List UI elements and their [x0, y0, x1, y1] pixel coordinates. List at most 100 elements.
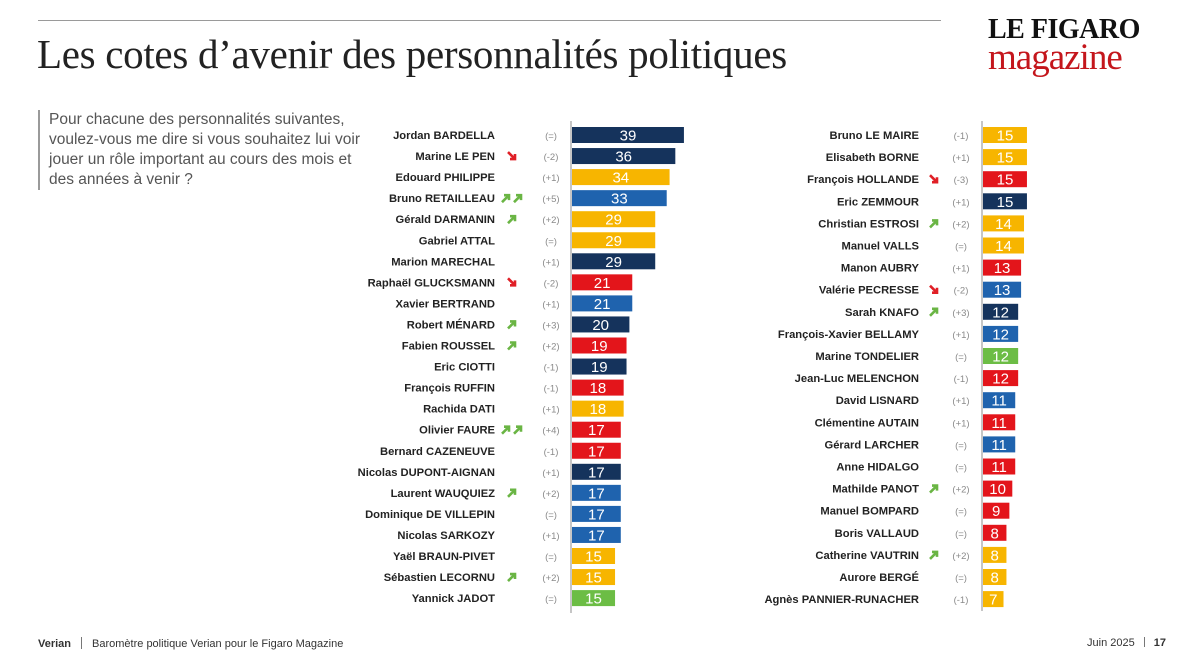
person-name-label: David LISNARD	[836, 395, 919, 407]
person-name-label: Christian ESTROSI	[818, 218, 919, 230]
bar-value-label: 12	[992, 349, 1009, 366]
bar-value-label: 14	[995, 216, 1012, 233]
bar-value-label: 29	[605, 233, 622, 250]
bar	[572, 274, 633, 291]
person-name-label: Anne HIDALGO	[836, 462, 919, 474]
footer-source: Baromètre politique Verian pour le Figar…	[92, 638, 344, 650]
change-label: (+3)	[542, 320, 559, 331]
bar	[572, 548, 616, 564]
person-name-label: Bruno LE MAIRE	[830, 130, 920, 142]
bar	[572, 169, 670, 186]
survey-question: Pour chacune des personnalités suivantes…	[38, 110, 369, 190]
bar	[572, 358, 627, 375]
bar-value-label: 18	[589, 380, 606, 397]
bar-value-label: 15	[585, 570, 602, 587]
person-name-label: Boris VALLAUD	[835, 528, 919, 540]
change-label: (-2)	[954, 286, 969, 297]
person-name-label: Bernard CAZENEUVE	[380, 446, 496, 458]
bar	[983, 524, 1007, 541]
person-name-label: Aurore BERGÉ	[839, 571, 919, 584]
change-label: (+1)	[952, 330, 969, 341]
person-name-label: Marine TONDELIER	[815, 351, 919, 363]
person-name-label: Bruno RETAILLEAU	[389, 193, 495, 205]
person-name-label: Manon AUBRY	[841, 263, 920, 275]
bar-value-label: 19	[591, 359, 608, 376]
change-label: (+2)	[542, 489, 559, 500]
bar	[983, 569, 1007, 585]
person-name-label: Edouard PHILIPPE	[396, 172, 496, 184]
bar	[983, 414, 1016, 431]
bar	[572, 400, 624, 417]
logo-magazine: magazine	[988, 37, 1123, 78]
bar	[572, 421, 621, 438]
change-label: (+2)	[542, 573, 559, 584]
change-label: (-1)	[544, 363, 559, 374]
bar-value-label: 29	[605, 254, 622, 271]
bar	[983, 303, 1019, 320]
trend-up-icon	[507, 488, 517, 498]
bar	[983, 458, 1016, 475]
bar-value-label: 14	[995, 238, 1012, 255]
person-name-label: Manuel BOMPARD	[820, 506, 919, 518]
footer-separator	[1143, 637, 1145, 647]
person-name-label: Robert MÉNARD	[407, 318, 495, 331]
bar	[572, 484, 621, 501]
bar	[572, 190, 667, 207]
trend-down-icon	[929, 174, 939, 184]
bar-value-label: 9	[992, 503, 1000, 520]
change-label: (-1)	[954, 374, 969, 385]
bar-value-label: 11	[991, 459, 1007, 476]
change-label: (-1)	[544, 384, 559, 395]
bar-value-label: 11	[991, 415, 1007, 432]
trend-up-icon	[929, 307, 939, 317]
bar-value-label: 20	[592, 317, 609, 334]
change-label: (+2)	[542, 215, 559, 226]
change-label: (+1)	[542, 299, 559, 310]
person-name-label: Olivier FAURE	[419, 425, 495, 437]
bar	[572, 526, 621, 543]
change-label: (+1)	[542, 173, 559, 184]
change-label: (=)	[955, 352, 967, 363]
bar	[983, 215, 1025, 232]
change-label: (+1)	[542, 531, 559, 542]
bar-value-label: 15	[997, 172, 1014, 189]
change-label: (+3)	[952, 308, 969, 319]
person-name-label: Gabriel ATTAL	[419, 235, 495, 247]
person-name-label: Nicolas SARKOZY	[397, 530, 495, 542]
person-name-label: Marine LE PEN	[415, 151, 495, 163]
bar-value-label: 19	[591, 338, 608, 355]
bar-value-label: 17	[588, 443, 605, 460]
bar-value-label: 39	[620, 128, 637, 145]
trend-up-icon	[507, 214, 517, 225]
trend-up-icon	[929, 219, 939, 229]
bar-value-label: 15	[997, 128, 1014, 145]
change-label: (=)	[545, 131, 557, 142]
change-label: (+1)	[542, 257, 559, 268]
change-label: (+1)	[542, 468, 559, 479]
le-figaro-magazine-logo: LE FIGARO magazine	[988, 14, 1168, 78]
bar-value-label: 8	[991, 547, 999, 564]
bar	[983, 436, 1016, 453]
bar	[572, 505, 621, 522]
person-name-label: Nicolas DUPONT-AIGNAN	[358, 467, 495, 479]
bar-value-label: 17	[588, 422, 605, 439]
page-title: Les cotes d’avenir des personnalités pol…	[37, 31, 787, 77]
change-label: (+4)	[542, 426, 559, 437]
bar-value-label: 10	[989, 481, 1006, 498]
change-label: (-1)	[954, 595, 969, 606]
change-label: (+1)	[952, 153, 969, 164]
person-name-label: François HOLLANDE	[807, 174, 919, 186]
bar-value-label: 11	[991, 437, 1007, 454]
bar	[983, 480, 1013, 497]
footer-left: Verian Baromètre politique Verian pour le…	[38, 637, 343, 650]
top-rule	[38, 20, 941, 21]
bar	[983, 502, 1010, 519]
trend-up-icon	[929, 550, 939, 560]
change-label: (=)	[955, 440, 967, 451]
trend-up-icon	[501, 425, 511, 435]
logo-le-figaro: LE FIGARO	[988, 14, 1140, 45]
change-label: (-3)	[954, 175, 969, 186]
change-label: (+1)	[952, 197, 969, 208]
person-name-label: Raphaël GLUCKSMANN	[368, 277, 495, 289]
